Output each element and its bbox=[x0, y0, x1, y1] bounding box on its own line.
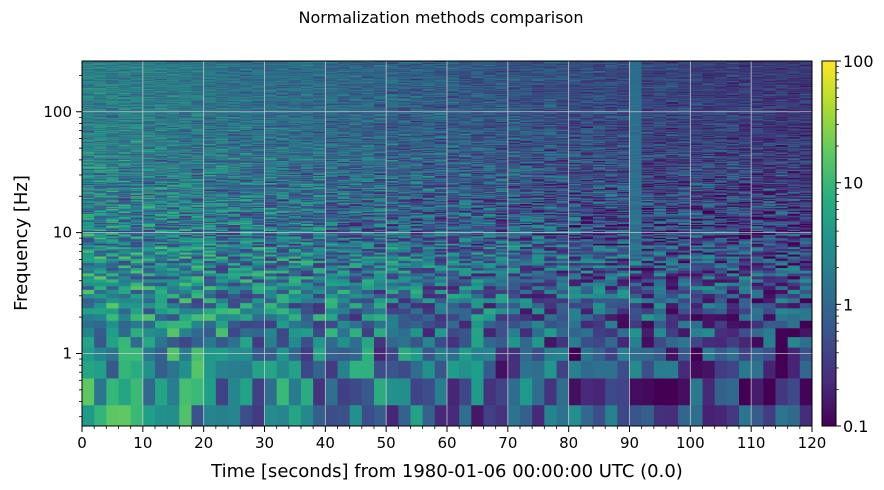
heatmap-cell bbox=[82, 249, 95, 251]
heatmap-cell bbox=[94, 378, 107, 405]
heatmap-cell bbox=[94, 273, 107, 276]
heatmap-cell bbox=[94, 314, 107, 321]
heatmap-cell bbox=[82, 250, 95, 252]
heatmap-cell bbox=[94, 256, 107, 258]
heatmap-cell bbox=[94, 279, 107, 283]
heatmap-cell bbox=[94, 247, 107, 249]
heatmap-cell bbox=[82, 298, 95, 303]
heatmap-cell bbox=[82, 254, 95, 256]
heatmap-cell bbox=[94, 360, 107, 378]
heatmap-cell bbox=[94, 328, 107, 337]
heatmap-cell bbox=[82, 273, 95, 276]
heatmap-cell bbox=[82, 328, 95, 337]
heatmap-cell bbox=[82, 294, 95, 299]
heatmap-cell bbox=[94, 308, 107, 314]
heatmap-cell bbox=[94, 294, 107, 299]
heatmap-cell bbox=[94, 250, 107, 252]
heatmap-cell bbox=[82, 256, 95, 258]
heatmap-cell bbox=[94, 254, 107, 256]
heatmap-cell bbox=[82, 282, 95, 286]
heatmap-cell bbox=[82, 247, 95, 249]
heatmap-cell bbox=[82, 360, 95, 378]
heatmap-cell bbox=[82, 265, 95, 268]
heatmap-cell bbox=[94, 298, 107, 303]
heatmap-cell bbox=[94, 258, 107, 260]
heatmap-cell bbox=[82, 347, 95, 360]
heatmap-cell bbox=[82, 276, 95, 279]
heatmap-cell bbox=[82, 320, 95, 328]
heatmap-cell bbox=[94, 320, 107, 328]
heatmap-cell bbox=[94, 270, 107, 273]
heatmap-cell bbox=[94, 286, 107, 290]
heatmap-cell bbox=[94, 261, 107, 264]
heatmap-cell bbox=[94, 268, 107, 271]
heatmap-cell bbox=[94, 347, 107, 360]
heatmap-cell bbox=[94, 249, 107, 251]
heatmap-cell bbox=[82, 378, 95, 405]
heatmap-cell bbox=[82, 252, 95, 254]
heatmap-cell bbox=[82, 279, 95, 283]
heatmap-cell bbox=[94, 303, 107, 309]
heatmap-cell bbox=[82, 268, 95, 271]
heatmap-cell bbox=[94, 290, 107, 294]
heatmap-cell bbox=[82, 308, 95, 314]
heatmap-cell bbox=[82, 263, 95, 266]
heatmap-cell bbox=[82, 258, 95, 260]
heatmap-cell bbox=[94, 337, 107, 348]
chart-title: Normalization methods comparison bbox=[299, 8, 584, 27]
heatmap-cell bbox=[82, 261, 95, 264]
heatmap-cell bbox=[82, 314, 95, 321]
heatmap-cell bbox=[82, 337, 95, 348]
heatmap-cell bbox=[94, 252, 107, 254]
heatmap-cell bbox=[94, 265, 107, 268]
heatmap-cell bbox=[94, 276, 107, 279]
heatmap-cell bbox=[82, 286, 95, 290]
heatmap-cell bbox=[82, 290, 95, 294]
heatmap-cell bbox=[94, 282, 107, 286]
heatmap-cell bbox=[82, 303, 95, 309]
heatmap-cell bbox=[82, 270, 95, 273]
heatmap-cell bbox=[94, 405, 107, 463]
heatmap-cell bbox=[94, 263, 107, 266]
